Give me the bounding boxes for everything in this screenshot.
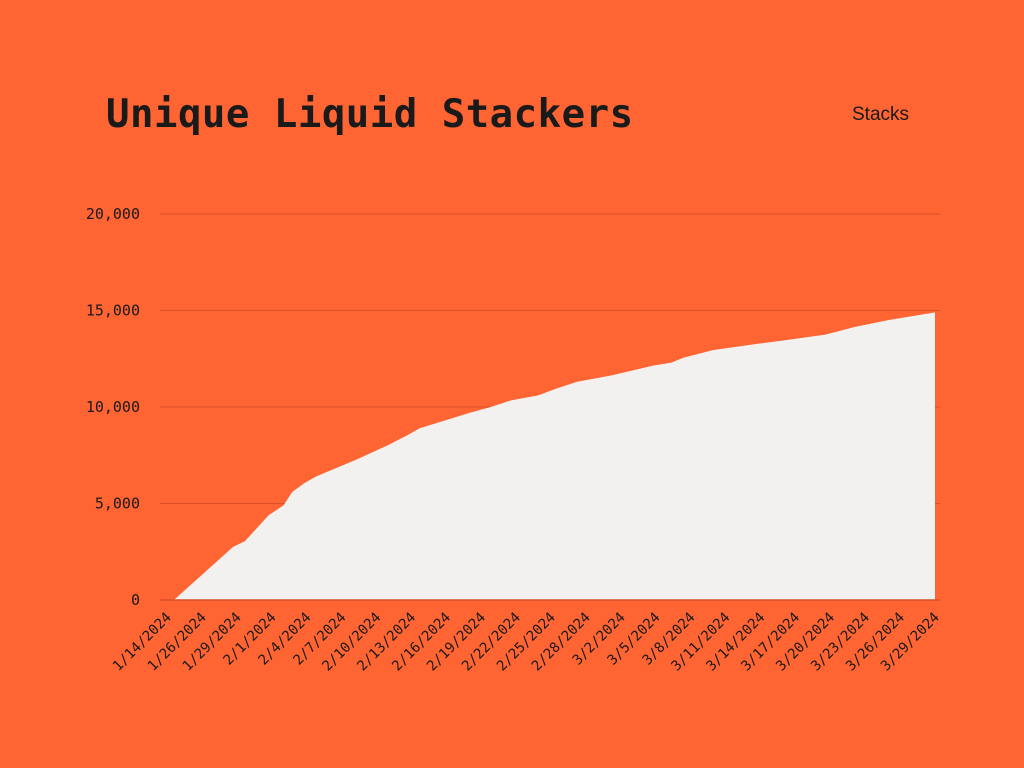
legend-item-stacks[interactable]: Stacks (852, 104, 910, 125)
y-tick-label: 0 (131, 591, 140, 609)
y-tick-label: 10,000 (86, 398, 140, 416)
stacks-area-series[interactable] (165, 312, 935, 600)
y-tick-label: 20,000 (86, 205, 140, 223)
y-tick-label: 5,000 (95, 495, 140, 513)
chart-title: Unique Liquid Stackers (106, 92, 634, 137)
y-axis-ticks: 0 5,000 10,000 15,000 20,000 (86, 205, 140, 609)
y-tick-label: 15,000 (86, 302, 140, 320)
x-axis-ticks: 1/14/20241/26/20241/29/20242/1/20242/4/2… (110, 610, 943, 675)
